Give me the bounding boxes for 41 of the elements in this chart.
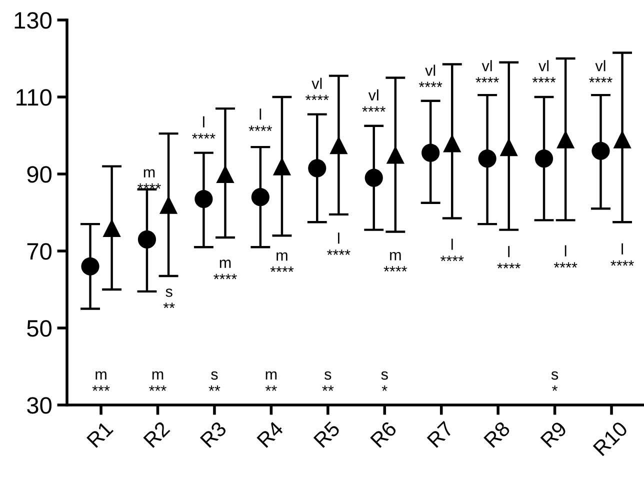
annotation: s * — [551, 371, 558, 391]
annotation: m *** — [149, 371, 166, 391]
annotation: m ** — [265, 371, 277, 391]
x-tick-label: R7 — [426, 420, 454, 448]
annotation: s ** — [322, 371, 334, 391]
x-tick-label: R5 — [313, 420, 341, 448]
y-tick-label: 30 — [27, 397, 52, 414]
annotation: l **** — [610, 243, 634, 266]
y-tick-label: 130 — [14, 12, 52, 29]
annotation: m **** — [384, 252, 408, 272]
x-tick-label: R2 — [143, 420, 170, 448]
annotation: s ** — [208, 371, 220, 391]
annotation: vl **** — [418, 64, 442, 88]
y-tick-label: 50 — [27, 320, 52, 337]
annotation: vl **** — [305, 78, 329, 100]
x-tick-label: R6 — [370, 420, 398, 448]
annotation: vl **** — [532, 60, 556, 82]
annotation: s ** — [163, 288, 175, 308]
annotation: s * — [381, 371, 388, 391]
annotation: m *** — [92, 371, 110, 391]
annotation: vl **** — [362, 89, 386, 112]
x-tick-label: R1 — [86, 420, 114, 448]
annotation: vl **** — [476, 60, 499, 82]
x-tick-label: R10 — [592, 420, 628, 456]
annotation: vl **** — [589, 60, 612, 82]
annotation: m **** — [214, 260, 237, 280]
x-tick-label: R8 — [483, 420, 511, 448]
y-tick-label: 90 — [27, 166, 52, 183]
annotation: l **** — [554, 245, 578, 268]
y-tick-label: 70 — [27, 243, 52, 260]
annotation: l **** — [440, 238, 464, 262]
y-tick-label: 110 — [16, 89, 52, 106]
annotation: l **** — [497, 246, 521, 268]
x-tick-label: R4 — [256, 420, 284, 448]
annotation: l **** — [248, 108, 272, 131]
annotation: l **** — [327, 232, 350, 255]
x-tick-label: R9 — [540, 420, 568, 448]
annotation: m **** — [138, 169, 161, 189]
annotation: l **** — [192, 116, 216, 139]
annotation: m **** — [270, 252, 294, 272]
x-tick-label: R3 — [200, 420, 228, 448]
